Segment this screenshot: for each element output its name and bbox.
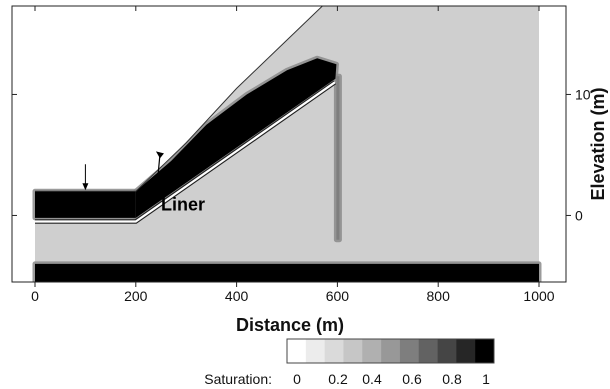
liner-pointer-arrow <box>155 154 161 198</box>
colorbar-label: Saturation: <box>204 371 272 387</box>
y-axis-title: Elevation (m) <box>588 87 608 200</box>
saturated-zone <box>336 76 340 240</box>
colorbar-tick-label: 0.8 <box>442 371 462 387</box>
y-axis-ticks: 0102030 <box>12 86 591 223</box>
colorbar-tick-label: 0.6 <box>402 371 422 387</box>
liner-pointer-head <box>155 151 164 159</box>
liner <box>35 81 336 223</box>
colorbar-tick-label: 1 <box>482 371 490 387</box>
y-tick-label: 0 <box>575 207 583 223</box>
soil-domain <box>35 6 539 282</box>
colorbar-tick-labels: 0 0.2 0.4 0.6 0.8 1 <box>293 371 490 387</box>
colorbar-tick-label: 0.4 <box>362 371 382 387</box>
x-tick-label: 800 <box>427 288 451 304</box>
colorbar-swatch <box>399 339 420 363</box>
colorbar-swatch <box>362 339 382 363</box>
colorbar-swatch <box>381 339 401 363</box>
colorbar-swatch <box>456 339 476 363</box>
colorbar-border <box>286 338 495 364</box>
colorbar-swatch <box>305 339 325 363</box>
x-tick-label: 1000 <box>523 288 554 304</box>
x-axis-title: Distance (m) <box>236 315 344 335</box>
infiltration-arrow-head <box>82 183 89 191</box>
saturated-zone <box>35 263 539 282</box>
colorbar-swatch <box>324 339 344 363</box>
plot-content <box>32 6 542 282</box>
colorbar-swatch <box>437 339 457 363</box>
liner-label: Liner <box>161 194 205 214</box>
colorbar-swatch <box>343 339 363 363</box>
annotations: Liner <box>82 151 205 214</box>
colorbar-tick-label: 0.2 <box>328 371 348 387</box>
x-tick-label: 400 <box>225 288 249 304</box>
x-tick-label: 0 <box>31 288 39 304</box>
colorbar-swatch <box>475 339 495 363</box>
colorbar <box>286 338 495 364</box>
colorbar-tick-label: 0 <box>293 371 301 387</box>
saturated-zone <box>35 191 136 218</box>
colorbar-swatch <box>287 339 307 363</box>
saturated-zone <box>135 58 337 218</box>
ground-surface-line <box>35 6 324 192</box>
colorbar-swatch <box>418 339 438 363</box>
x-axis-ticks: 0 200 400 600 800 1000 <box>31 6 555 304</box>
x-tick-label: 200 <box>124 288 148 304</box>
plot-frame <box>11 5 567 283</box>
y-tick-label: 10 <box>575 86 591 102</box>
x-tick-label: 600 <box>326 288 350 304</box>
